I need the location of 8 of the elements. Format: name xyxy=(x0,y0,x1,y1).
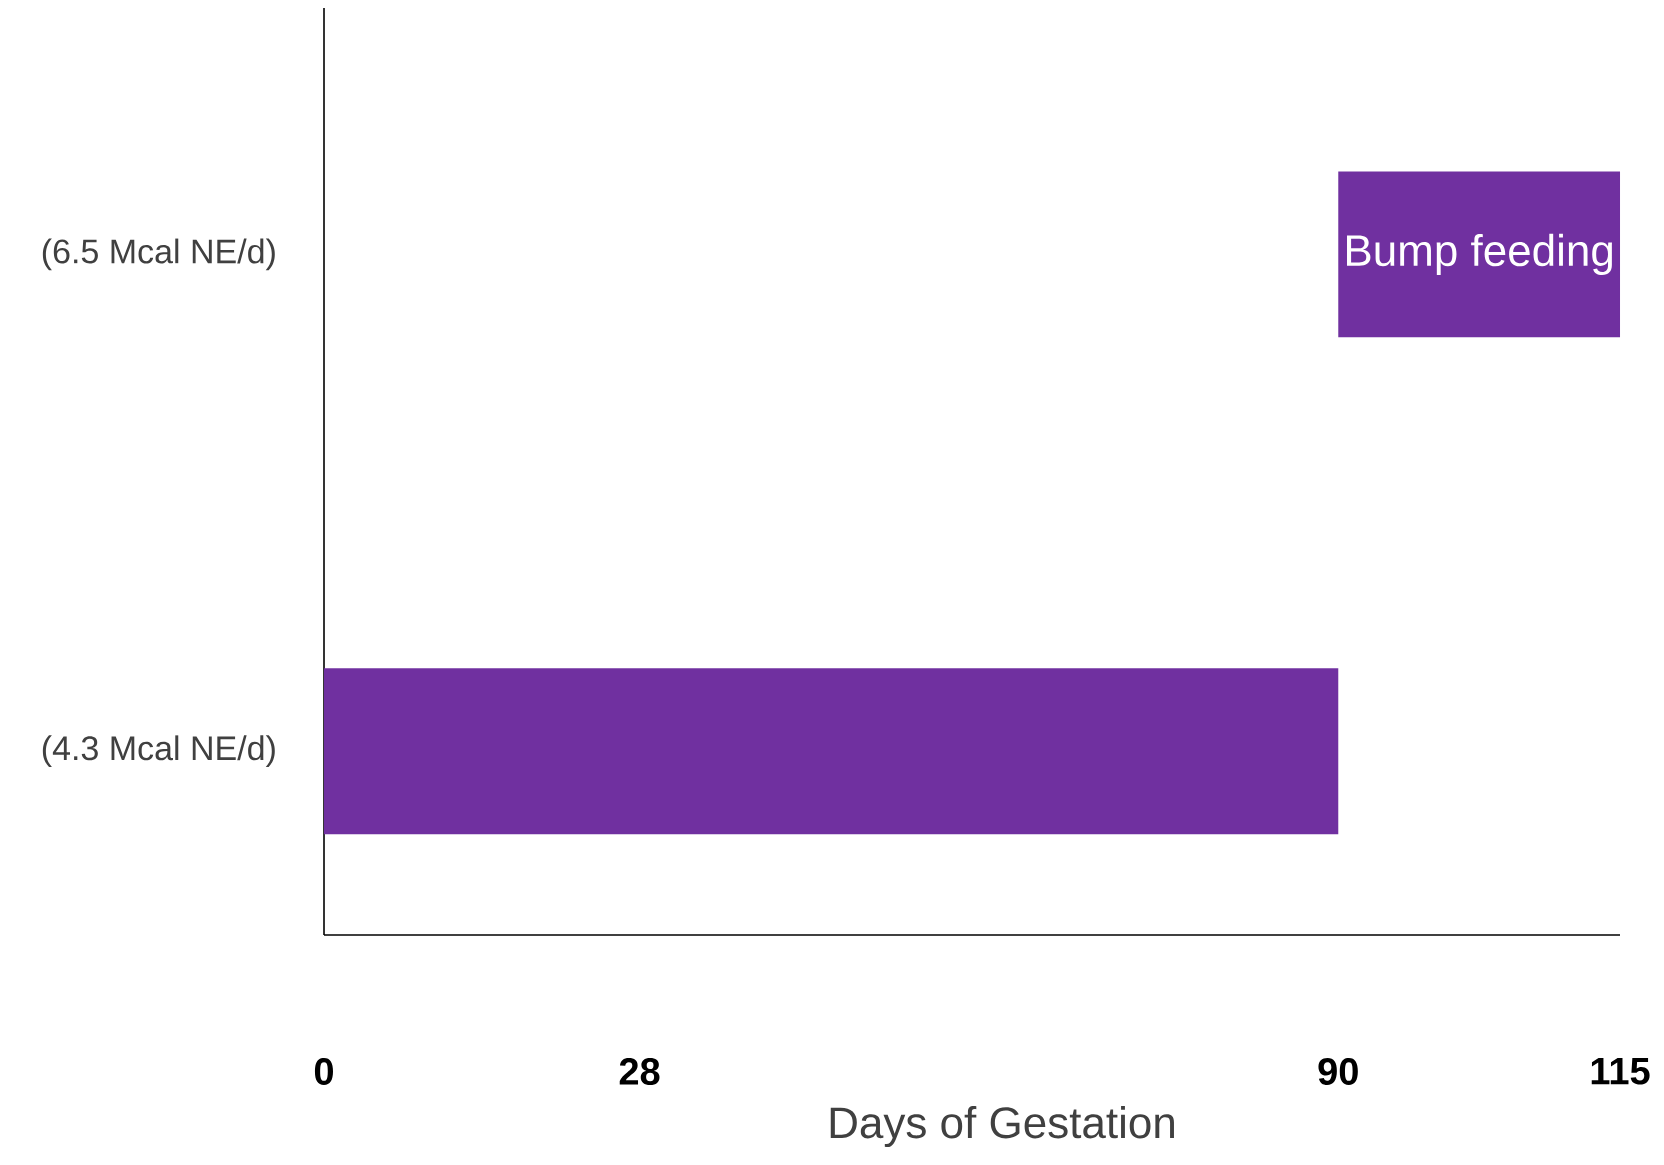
x-tick-label: 0 xyxy=(314,1058,334,1085)
y-tick-label: (6.5 Mcal NE/d) xyxy=(42,238,275,271)
x-tick-label: 90 xyxy=(1318,1058,1358,1085)
x-axis-title: Days of Gestation xyxy=(830,1106,1174,1148)
x-tick-label: 115 xyxy=(1591,1058,1650,1085)
y-tick-label: (4.3 Mcal NE/d) xyxy=(42,735,275,767)
x-tick-label: 28 xyxy=(619,1058,660,1085)
annotation: Bump feeding xyxy=(1346,233,1612,275)
